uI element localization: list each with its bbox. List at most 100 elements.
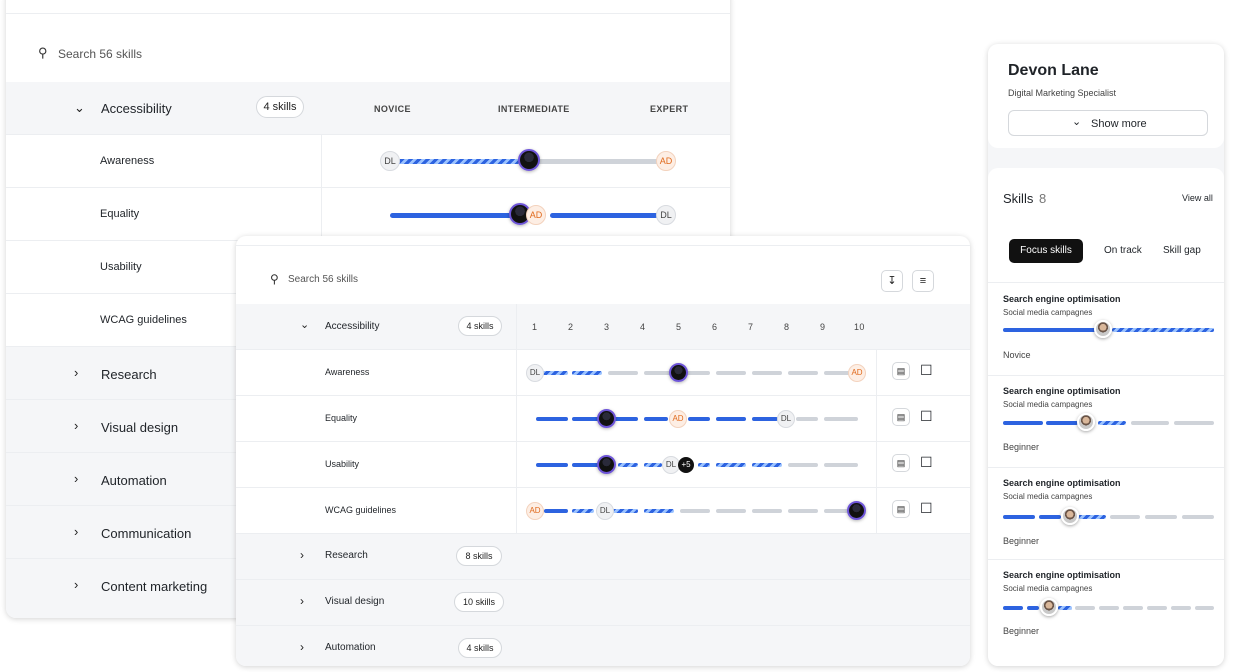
skill-level: Beginner [1003,536,1040,546]
comment-icon[interactable]: ☐ [920,362,933,378]
chevron-right-icon[interactable]: › [74,471,79,486]
profile-panel: Devon Lane Digital Marketing Specialist … [988,44,1224,666]
segment [572,463,602,467]
chevron-down-icon[interactable]: ⌄ [300,319,310,331]
chevron-down-icon: ⌄ [1072,116,1082,128]
segment [824,463,858,467]
chevron-right-icon[interactable]: › [300,594,304,608]
skill-row-equality[interactable]: Equality AD DL ▤ ☐ [236,396,970,442]
comment-icon[interactable]: ☐ [920,408,933,424]
dl-avatar: DL [777,410,795,428]
chevron-right-icon[interactable]: › [74,524,79,539]
skill-item[interactable]: Search engine optimisation Social media … [988,564,1224,652]
group-name: Accessibility [325,321,380,332]
category-name: Visual design [101,420,179,435]
user-avatar [847,501,866,520]
scale-10: 10 [854,322,865,332]
segment [1110,515,1140,519]
segment [1174,421,1214,425]
category-row-research[interactable]: › Research 8 skills [236,534,970,580]
tab-on-track[interactable]: On track [1104,245,1142,256]
segment [644,463,662,467]
chevron-down-icon[interactable]: ⌄ [74,100,85,115]
skill-row-equality[interactable]: Equality AD DL [6,188,730,241]
segment [716,371,746,375]
chart-icon[interactable]: ▤ [892,362,910,380]
dl-avatar: DL [596,502,614,520]
segment [1027,606,1039,610]
search-bar[interactable]: ⚲ Search 56 skills ↧ ≡ [236,258,970,302]
skill-level: Beginner [1003,442,1040,452]
skill-row-wcag[interactable]: WCAG guidelines AD DL ▤ ☐ [236,488,970,534]
search-input[interactable]: Search 56 skills [288,274,359,285]
chevron-right-icon[interactable]: › [300,640,304,654]
scale-4: 4 [640,322,646,332]
segment [1147,606,1167,610]
segment [572,371,602,375]
show-more-button[interactable]: ⌄ Show more [1008,110,1208,136]
level-intermediate: INTERMEDIATE [498,104,570,114]
group-row-accessibility[interactable]: ⌄ Accessibility 4 skills NOVICE INTERMED… [6,82,730,135]
chart-icon[interactable]: ▤ [892,500,910,518]
filter-icon[interactable]: ≡ [912,270,934,292]
skill-name: Awareness [100,155,155,167]
skill-row-awareness[interactable]: Awareness DL AD [6,135,730,188]
segment [1171,606,1191,610]
scale-5: 5 [676,322,682,332]
segment [716,509,746,513]
view-all-link[interactable]: View all [1182,193,1213,203]
segment [716,463,746,467]
group-row-accessibility[interactable]: ⌄ Accessibility 4 skills 1 2 3 4 5 6 7 8… [236,304,970,350]
scale-2: 2 [568,322,574,332]
segment [1195,606,1214,610]
segment [608,417,638,421]
skill-item[interactable]: Search engine optimisation Social media … [988,472,1224,560]
segment [680,371,710,375]
tab-skill-gap[interactable]: Skill gap [1163,245,1201,256]
segment [1182,515,1214,519]
segment [824,509,848,513]
skill-row-usability[interactable]: Usability DL +5 ▤ ☐ [236,442,970,488]
skill-title: Search engine optimisation [1003,478,1121,488]
chevron-right-icon[interactable]: › [74,418,79,433]
skill-item[interactable]: Search engine optimisation Social media … [988,288,1224,376]
show-more-label: Show more [1091,118,1147,130]
skill-subtitle: Social media campagnes [1003,400,1093,409]
category-name: Communication [101,526,192,541]
skill-row-awareness[interactable]: Awareness DL AD ▤ ☐ [236,350,970,396]
skills-section: Skills 8 View all Focus skills On track … [988,168,1224,666]
comment-icon[interactable]: ☐ [920,500,933,516]
chevron-right-icon[interactable]: › [300,548,304,562]
skill-count-badge: 4 skills [458,316,502,336]
segment [618,463,638,467]
segment [716,417,746,421]
segment [788,371,818,375]
chart-icon[interactable]: ▤ [892,408,910,426]
segment [1075,606,1095,610]
user-avatar [669,363,688,382]
search-bar[interactable]: ⚲ Search 56 skills [6,28,730,80]
chevron-right-icon[interactable]: › [74,577,79,592]
skill-item[interactable]: Search engine optimisation Social media … [988,380,1224,468]
chart-icon[interactable]: ▤ [892,454,910,472]
chevron-right-icon[interactable]: › [74,365,79,380]
segment [1058,606,1072,610]
skill-name: WCAG guidelines [100,314,187,326]
more-users-badge[interactable]: +5 [678,457,694,473]
segment [788,509,818,513]
tab-focus-skills[interactable]: Focus skills [1009,239,1083,263]
comment-icon[interactable]: ☐ [920,454,933,470]
segment [752,463,782,467]
search-input[interactable]: Search 56 skills [58,47,143,61]
ad-avatar: AD [848,364,866,382]
scale-8: 8 [784,322,790,332]
skill-title: Search engine optimisation [1003,570,1121,580]
category-row-automation[interactable]: › Automation 4 skills [236,626,970,666]
segment [824,371,850,375]
segment [788,463,818,467]
category-row-visual-design[interactable]: › Visual design 10 skills [236,580,970,626]
segment [1145,515,1177,519]
progress-solid [550,213,658,218]
expand-icon[interactable]: ↧ [881,270,903,292]
user-avatar [1077,413,1095,431]
